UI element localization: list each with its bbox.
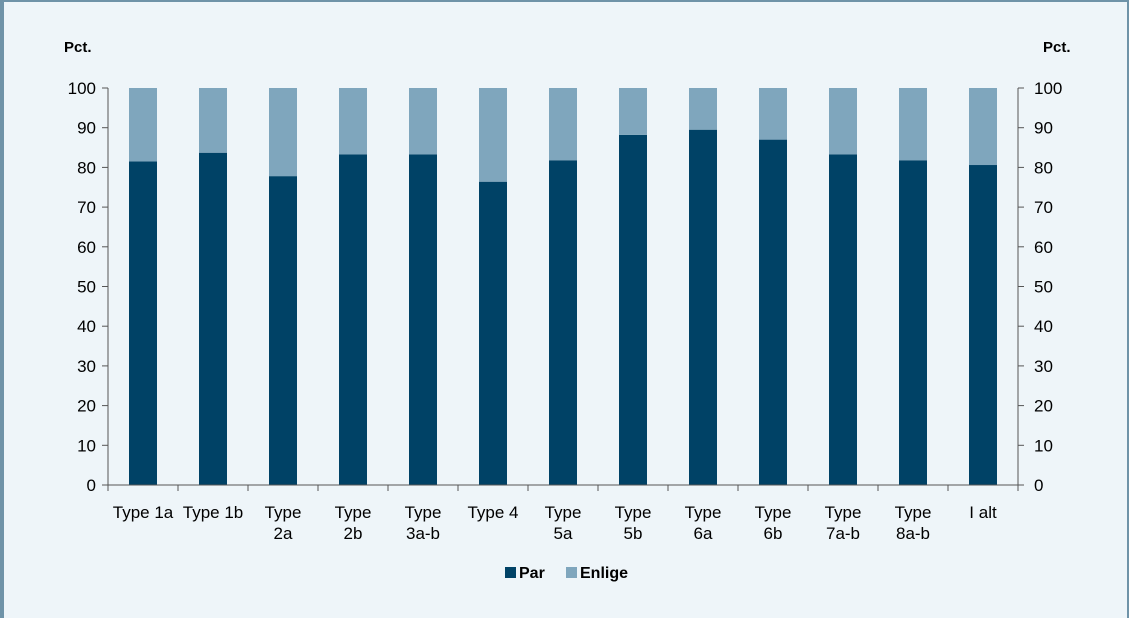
bar-par-8 — [619, 134, 647, 485]
bar-enlige-7 — [549, 88, 577, 161]
bar-par-3 — [269, 176, 297, 485]
x-category-label: Type 6a — [685, 503, 722, 543]
bar-par-7 — [549, 160, 577, 485]
y-tick-label-left: 10 — [77, 436, 96, 455]
y-tick-label-right: 30 — [1034, 357, 1053, 376]
axes-group — [102, 87, 1024, 491]
y-tick-label-right: 0 — [1034, 476, 1043, 495]
bar-enlige-3 — [269, 88, 297, 177]
x-category-label: Type 3a-b — [405, 503, 442, 543]
bars-group — [129, 88, 997, 486]
bar-par-5 — [409, 154, 437, 485]
y-tick-label-right: 10 — [1034, 436, 1053, 455]
bar-enlige-2 — [199, 88, 227, 153]
x-category-label: Type 2b — [335, 503, 372, 543]
bar-enlige-13 — [969, 88, 997, 166]
x-category-label: Type 6b — [755, 503, 792, 543]
bar-enlige-5 — [409, 88, 437, 155]
legend: Par Enlige — [505, 565, 628, 582]
x-category-label: Type 7a-b — [825, 503, 862, 543]
x-category-label: Type 5a — [545, 503, 582, 543]
bar-par-6 — [479, 181, 507, 485]
bar-enlige-11 — [829, 88, 857, 155]
y-tick-labels: 0 0 10 10 20 20 30 30 40 40 50 50 60 60 70 70 80 80 90 90 10… — [68, 79, 1063, 495]
bar-enlige-10 — [759, 88, 787, 140]
bar-par-1 — [129, 161, 157, 485]
bar-par-10 — [759, 139, 787, 486]
x-category-label: Type 4 — [467, 503, 518, 522]
x-category-label: Type 8a-b — [895, 503, 932, 543]
bar-enlige-4 — [339, 88, 367, 155]
bar-par-13 — [969, 165, 997, 485]
x-category-label: I alt — [969, 503, 997, 522]
y-tick-label-left: 100 — [68, 79, 96, 98]
y-tick-label-left: 60 — [77, 238, 96, 257]
y-tick-label-left: 20 — [77, 397, 96, 416]
bar-par-4 — [339, 154, 367, 485]
bar-enlige-9 — [689, 88, 717, 130]
bar-par-11 — [829, 154, 857, 485]
legend-label-enlige: Enlige — [580, 565, 628, 582]
y-tick-label-left: 30 — [77, 357, 96, 376]
left-axis-unit: Pct. — [64, 39, 92, 56]
legend-swatch-enlige — [566, 567, 577, 578]
y-tick-label-right: 50 — [1034, 278, 1053, 297]
legend-label-par: Par — [519, 565, 545, 582]
y-tick-label-right: 40 — [1034, 317, 1053, 336]
bar-enlige-12 — [899, 88, 927, 161]
bar-enlige-8 — [619, 88, 647, 135]
legend-swatch-par — [505, 567, 516, 578]
x-category-label: Type 2a — [265, 503, 302, 543]
y-tick-label-right: 20 — [1034, 397, 1053, 416]
bar-par-2 — [199, 152, 227, 485]
bar-par-9 — [689, 129, 717, 485]
y-tick-label-right: 60 — [1034, 238, 1053, 257]
x-category-labels: Type 1a Type 1b Type 2a Type 2b Type 3a-b Type 4… — [113, 503, 997, 543]
y-tick-label-left: 80 — [77, 158, 96, 177]
y-tick-label-left: 70 — [77, 198, 96, 217]
bar-enlige-6 — [479, 88, 507, 182]
right-axis-unit: Pct. — [1043, 39, 1071, 56]
x-category-label: Type 1b — [183, 503, 244, 522]
y-tick-label-left: 0 — [87, 476, 96, 495]
x-category-label: Type 5b — [615, 503, 652, 543]
bar-par-12 — [899, 160, 927, 485]
x-category-label: Type 1a — [113, 503, 174, 522]
bar-enlige-1 — [129, 88, 157, 162]
y-tick-label-right: 70 — [1034, 198, 1053, 217]
y-tick-label-left: 90 — [77, 119, 96, 138]
y-tick-label-left: 50 — [77, 278, 96, 297]
y-tick-label-right: 90 — [1034, 119, 1053, 138]
y-tick-label-right: 100 — [1034, 79, 1062, 98]
y-tick-label-right: 80 — [1034, 158, 1053, 177]
y-tick-label-left: 40 — [77, 317, 96, 336]
